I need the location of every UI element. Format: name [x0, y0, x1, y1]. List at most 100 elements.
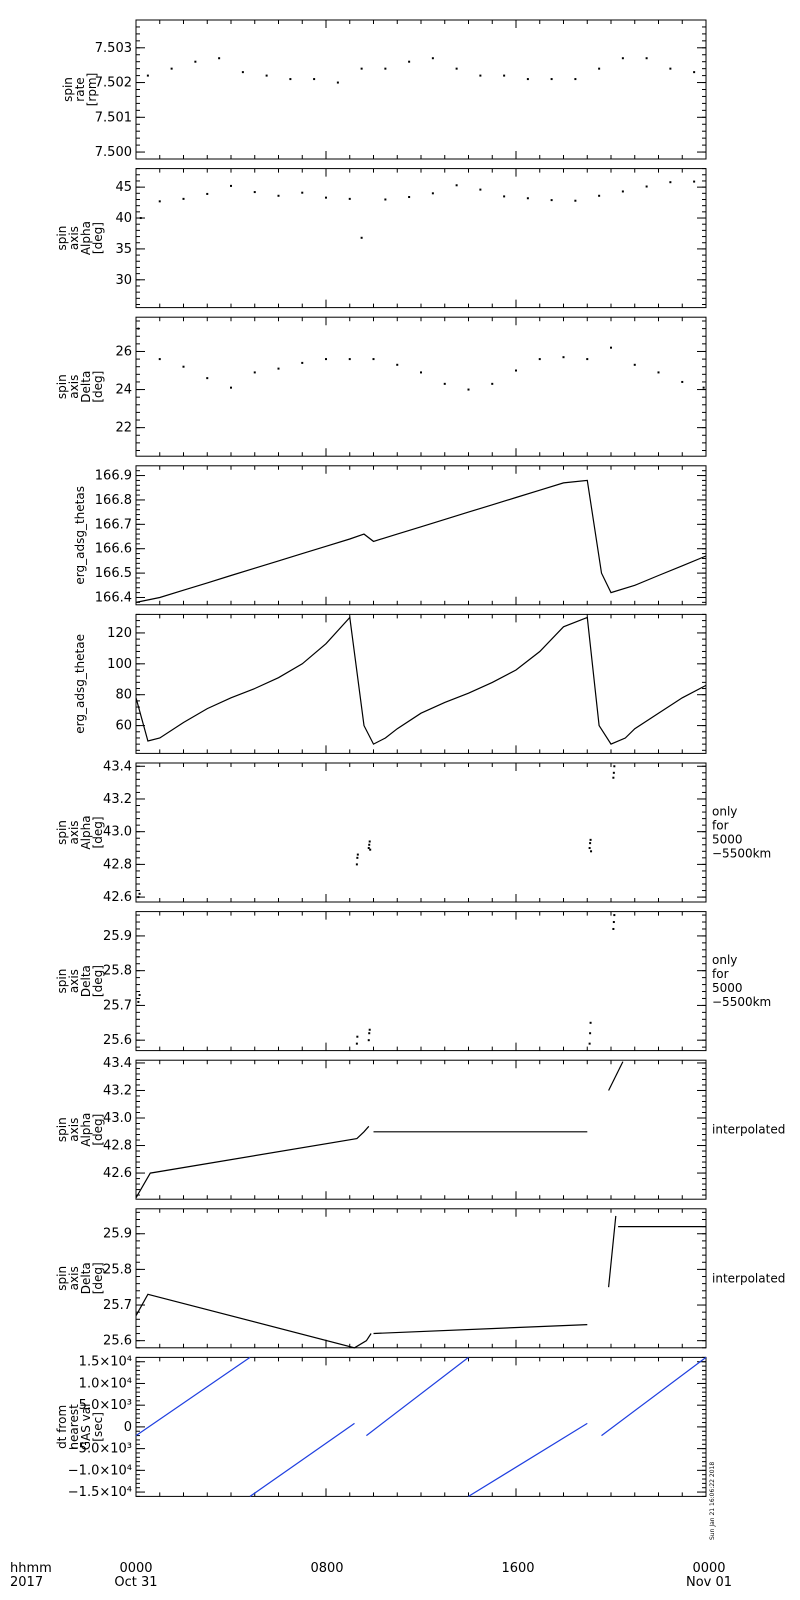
- chart-panel-5: 60 80 100 120 erg_adsg_thetae: [73, 613, 707, 754]
- y-axis-label: Alpha: [79, 815, 93, 849]
- series-line: [135, 616, 707, 745]
- series-line: [601, 1356, 707, 1437]
- data-point: [253, 191, 256, 194]
- data-point: [612, 927, 615, 930]
- data-point: [289, 78, 292, 81]
- y-axis-label: dt from: [55, 1405, 69, 1449]
- x-axis-labels: hhmm 2017 0000 Oct 31 0800 1600 0000 Nov…: [10, 1561, 732, 1590]
- data-point: [355, 863, 358, 866]
- data-point: [360, 67, 363, 70]
- data-point: [420, 371, 422, 374]
- data-point: [139, 217, 142, 220]
- y-tick-label: 7.502: [95, 76, 132, 91]
- data-point: [218, 57, 221, 60]
- data-point: [158, 200, 161, 203]
- data-point: [182, 197, 185, 200]
- y-axis-label: [deg]: [91, 817, 105, 849]
- y-tick-label: 24: [115, 383, 132, 398]
- y-tick-label: 100: [107, 657, 132, 672]
- y-tick-label: 30: [115, 273, 132, 288]
- data-point: [612, 771, 615, 774]
- y-axis-label: spin: [55, 226, 69, 251]
- y-tick-label: 25.9: [103, 929, 132, 944]
- series-line: [135, 1293, 372, 1349]
- y-tick-label: 7.501: [95, 110, 132, 125]
- data-point: [146, 74, 149, 77]
- side-label: only: [712, 805, 737, 819]
- y-axis-label: [rpm]: [85, 73, 99, 107]
- plot-frame: [135, 1059, 707, 1200]
- y-tick-label: 45: [115, 180, 132, 195]
- series-line: [608, 1215, 617, 1288]
- y-tick-label: 42.8: [103, 1139, 132, 1154]
- data-point: [598, 194, 601, 197]
- data-point: [325, 196, 327, 199]
- y-tick-label: 40: [115, 211, 132, 226]
- series-line: [608, 1061, 624, 1091]
- y-axis-label: Alpha: [79, 1113, 93, 1147]
- data-point: [467, 388, 470, 391]
- data-point: [348, 197, 351, 200]
- y-tick-label: 1.0×10⁴: [79, 1376, 132, 1391]
- side-label: −5500km: [712, 847, 771, 861]
- y-axis-label: Delta: [79, 371, 93, 403]
- x-label-hhmm: hhmm: [10, 1561, 52, 1576]
- data-point: [138, 892, 141, 895]
- chart-panel-4: 166.4 166.5 166.6 166.7 166.8 166.9 erg_adsg_t…: [73, 465, 707, 605]
- data-point: [669, 181, 672, 184]
- y-axis-label: Alpha: [79, 221, 93, 255]
- data-point: [455, 184, 458, 187]
- y-tick-label: 43.4: [103, 1056, 132, 1071]
- data-point: [613, 914, 616, 917]
- data-point: [355, 1042, 358, 1045]
- data-point: [491, 382, 494, 385]
- data-point: [396, 363, 399, 366]
- data-point: [301, 361, 304, 364]
- y-tick-label: 25.7: [103, 1298, 132, 1313]
- x-tick-label: 0000: [119, 1561, 152, 1576]
- data-point: [206, 192, 209, 195]
- data-point: [230, 386, 232, 389]
- data-point: [431, 192, 434, 195]
- y-tick-label: −5.0×10³: [68, 1442, 132, 1457]
- data-point: [613, 765, 616, 768]
- data-point: [515, 369, 517, 372]
- data-point: [693, 71, 696, 74]
- series-line: [468, 1422, 588, 1497]
- data-point: [368, 840, 371, 843]
- chart-panel-10: −1.5×10⁴ −1.0×10⁴ −5.0×10³ 0 5.0×10³ 1.0×10⁴ 1…: [55, 1355, 707, 1500]
- y-tick-label: 0: [124, 1420, 132, 1435]
- y-tick-label: 166.6: [95, 542, 132, 557]
- data-point: [669, 67, 672, 70]
- y-tick-label: 25.6: [103, 1033, 132, 1048]
- side-label: 5000: [712, 981, 743, 995]
- data-point: [455, 67, 458, 70]
- y-axis-label: axis: [67, 1266, 81, 1290]
- plot-frame: [135, 762, 707, 903]
- side-label: only: [712, 953, 737, 967]
- y-tick-label: 166.9: [95, 469, 132, 484]
- data-point: [367, 847, 370, 850]
- data-point: [645, 57, 648, 60]
- y-axis-label: Delta: [79, 965, 93, 997]
- data-point: [194, 60, 197, 63]
- data-point: [598, 67, 601, 70]
- data-point: [348, 358, 351, 361]
- data-point: [657, 371, 660, 374]
- y-tick-label: 166.4: [95, 590, 132, 605]
- panels: 7.5007.5017.5027.503spinrate[rpm]3035404…: [55, 19, 785, 1500]
- y-axis-label: spin: [55, 1117, 69, 1142]
- data-point: [277, 367, 280, 370]
- x-tick-label: 1600: [501, 1561, 534, 1576]
- y-tick-label: 26: [115, 344, 132, 359]
- data-point: [253, 371, 256, 374]
- side-label: −5500km: [712, 995, 771, 1009]
- data-point: [241, 71, 244, 74]
- data-point: [589, 1021, 592, 1024]
- data-point: [550, 78, 553, 81]
